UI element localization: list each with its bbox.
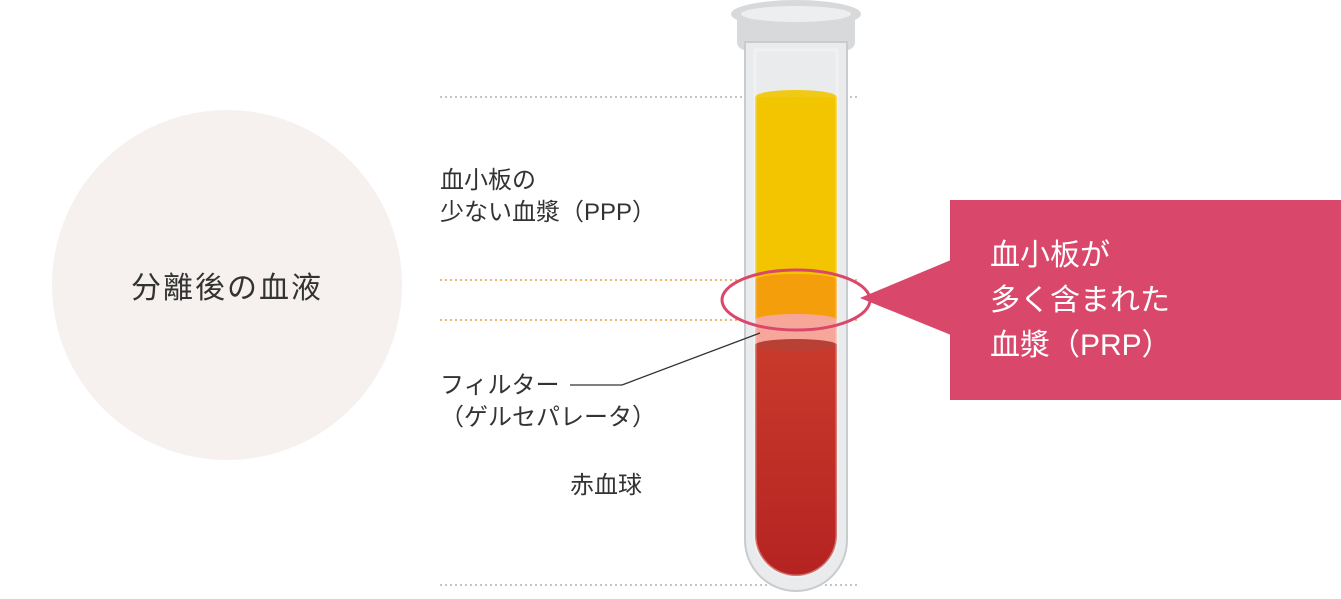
callout-pointer	[860, 260, 951, 335]
label-rbc: 赤血球	[570, 465, 642, 500]
layer-ppp	[753, 97, 839, 280]
tube-contents	[753, 90, 839, 599]
callout-prp-text: 血小板が 多く含まれた 血漿（PRP）	[990, 233, 1172, 368]
callout-prp: 血小板が 多く含まれた 血漿（PRP）	[950, 200, 1341, 400]
label-ppp: 血小板の 少ない血漿（PPP）	[440, 165, 656, 230]
label-filter: フィルター （ゲルセパレータ）	[440, 370, 656, 435]
